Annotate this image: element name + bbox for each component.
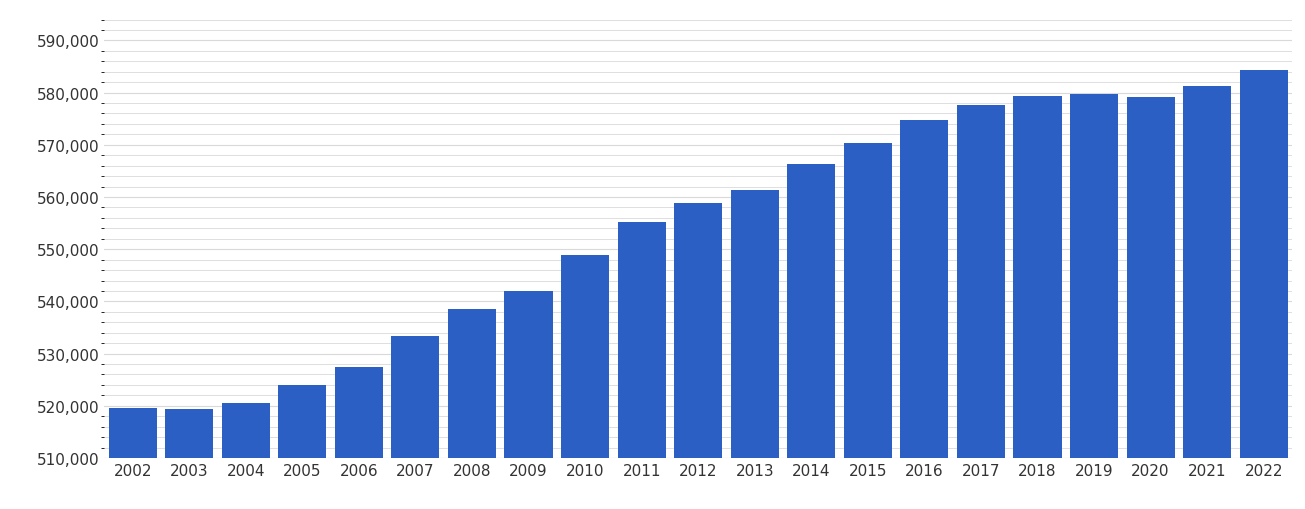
Bar [448,309,496,509]
Bar [1126,98,1174,509]
Bar [1014,97,1061,509]
Bar [675,204,722,509]
Bar [278,385,326,509]
Bar [1070,95,1118,509]
Bar [505,291,552,509]
Bar [900,121,949,509]
Bar [844,144,891,509]
Bar [1240,70,1288,509]
Bar [392,336,440,509]
Bar [617,222,666,509]
Bar [561,256,609,509]
Bar [166,409,213,509]
Bar [335,367,382,509]
Bar [108,408,157,509]
Bar [222,403,270,509]
Bar [731,190,779,509]
Bar [1184,87,1231,509]
Bar [787,164,835,509]
Bar [957,105,1005,509]
